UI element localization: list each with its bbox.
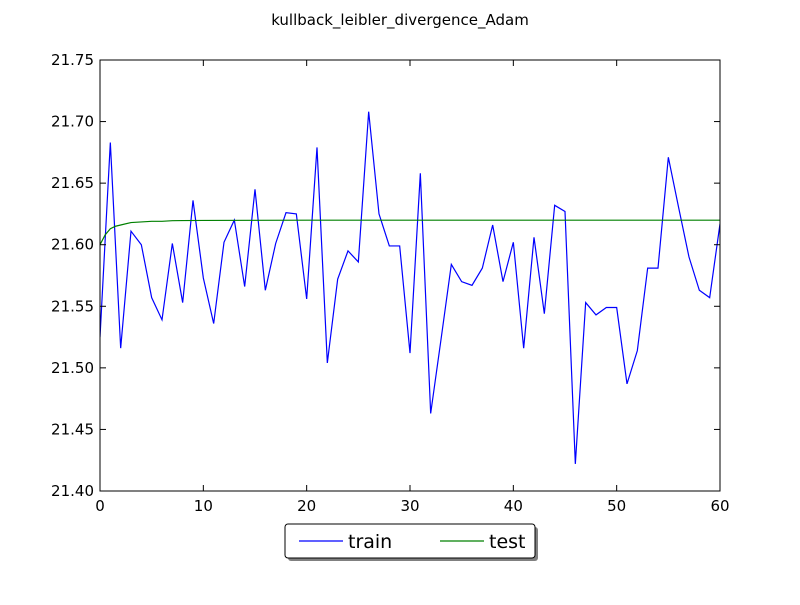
y-tick-label: 21.55: [51, 297, 94, 315]
x-tick-label: 20: [297, 497, 316, 515]
y-tick-label: 21.75: [51, 51, 94, 69]
x-tick-label: 10: [194, 497, 213, 515]
y-tick-label: 21.70: [51, 113, 94, 131]
x-tick-label: 30: [400, 497, 419, 515]
series-line-test: [100, 219, 720, 245]
x-tick-label: 60: [710, 497, 729, 515]
legend-box: [284, 523, 536, 559]
x-tick-label: 40: [504, 497, 523, 515]
x-tick-label: 0: [95, 497, 105, 515]
y-tick-label: 21.40: [51, 482, 94, 500]
legend-label-train: train: [348, 531, 392, 553]
x-tick-label: 50: [607, 497, 626, 515]
y-tick-label: 21.50: [51, 359, 94, 377]
y-tick-label: 21.65: [51, 174, 94, 192]
series-line-train: [100, 111, 720, 464]
plot-frame: [99, 59, 721, 492]
axes: 0 10 20 30 40 50 60 21.40 21.45 21.50 21.55 21.60 21…: [51, 51, 730, 515]
y-tick-label: 21.60: [51, 236, 94, 254]
chart-title: kullback_leibler_divergence_Adam: [271, 11, 529, 30]
plot-area: [100, 111, 720, 464]
legend-label-test: test: [489, 531, 526, 553]
legend: train test: [284, 523, 538, 561]
y-tick-label: 21.45: [51, 420, 94, 438]
